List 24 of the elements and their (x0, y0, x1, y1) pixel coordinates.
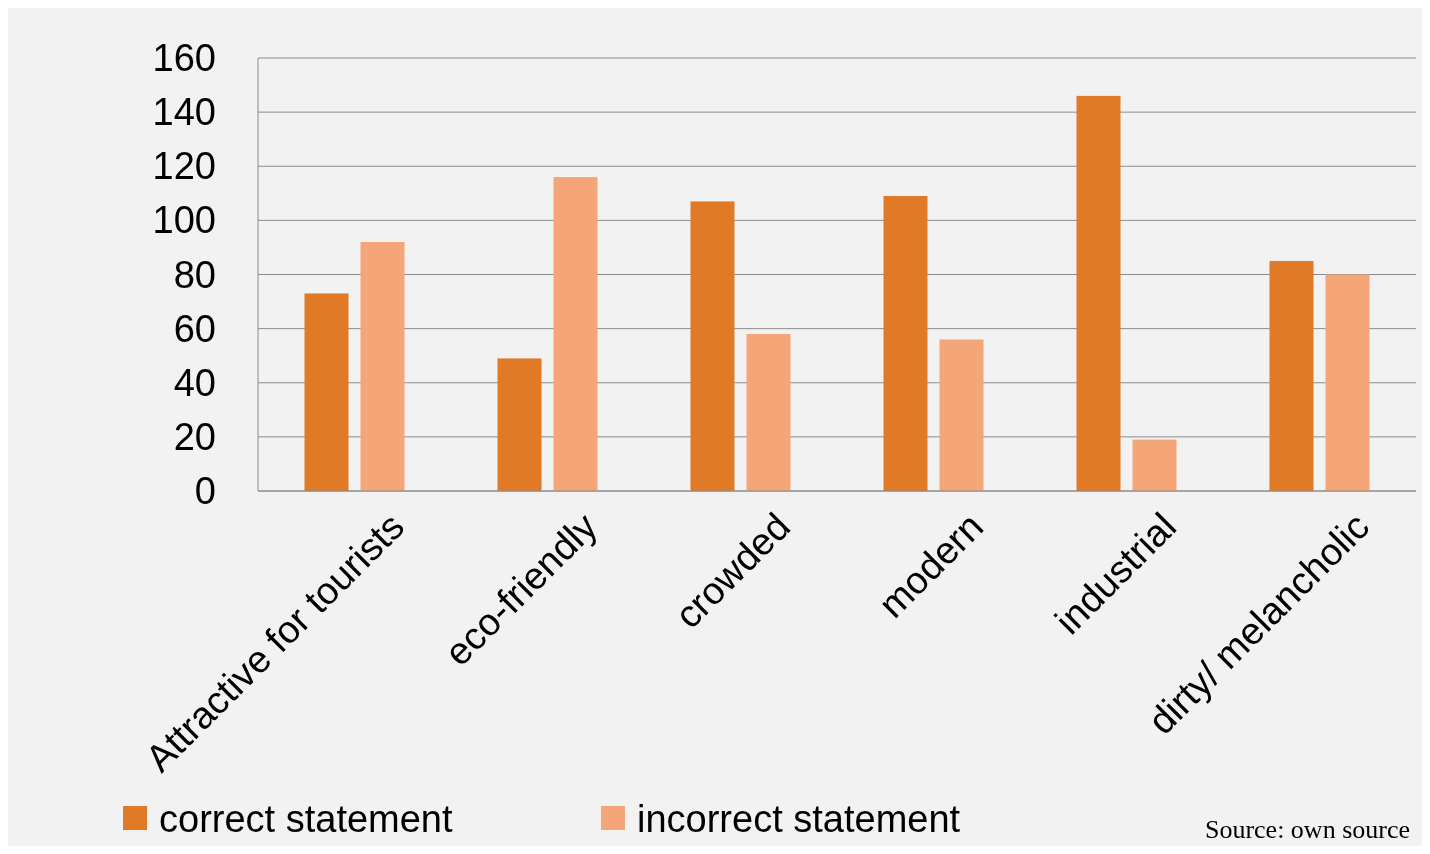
y-tick-label: 40 (173, 361, 216, 404)
legend-label: incorrect statement (637, 798, 961, 840)
bar (746, 334, 791, 491)
y-tick-label: 0 (194, 470, 216, 512)
y-tick-label: 80 (173, 253, 216, 296)
bar (690, 201, 735, 491)
y-tick-label: 20 (173, 415, 216, 458)
bar (1132, 439, 1177, 491)
legend-label: correct statement (159, 798, 453, 840)
source-note: Source: own source (1204, 815, 1410, 844)
y-tick-label: 140 (152, 91, 216, 134)
bar (939, 339, 984, 491)
bar (304, 293, 349, 491)
bar (497, 358, 542, 491)
bar (1325, 274, 1370, 491)
y-tick-label: 60 (173, 307, 216, 350)
y-tick-label: 160 (152, 37, 216, 79)
bar (360, 242, 405, 491)
y-tick-label: 100 (152, 199, 216, 242)
bar (553, 177, 598, 491)
y-tick-label: 120 (152, 145, 216, 188)
bar (1076, 95, 1121, 491)
bar (883, 196, 928, 491)
bar (1269, 260, 1314, 491)
